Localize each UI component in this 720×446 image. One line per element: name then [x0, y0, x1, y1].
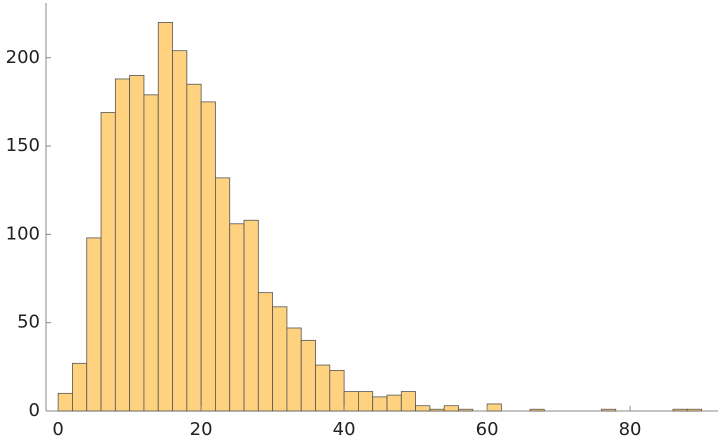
bar	[486, 403, 502, 412]
bar	[257, 292, 274, 412]
bar	[529, 408, 545, 412]
bar	[129, 75, 145, 412]
y-tick-label: 50	[17, 312, 40, 333]
x-tick-label: 60	[476, 419, 499, 440]
bar	[86, 237, 102, 412]
bar	[315, 364, 331, 412]
x-tick-label: 20	[190, 419, 213, 440]
y-tick-label: 200	[6, 47, 40, 68]
bar	[686, 408, 702, 412]
bar	[429, 408, 445, 412]
bar	[114, 78, 131, 412]
bar	[372, 396, 388, 412]
bar	[215, 177, 231, 412]
x-tick-label: 40	[333, 419, 356, 440]
y-tick-label: 100	[6, 223, 40, 244]
x-tick-label: 80	[619, 419, 642, 440]
bar	[386, 394, 402, 412]
bar	[100, 112, 116, 412]
bar	[57, 392, 73, 412]
bar	[72, 362, 88, 412]
y-tick-label: 0	[29, 400, 40, 421]
bar	[243, 219, 259, 412]
bar	[143, 94, 159, 412]
bar	[443, 405, 459, 412]
y-tick-label: 150	[6, 135, 40, 156]
bar	[272, 306, 288, 412]
bar	[415, 405, 431, 412]
bar	[458, 408, 474, 412]
bar	[329, 369, 345, 412]
bar	[186, 83, 202, 412]
bar	[157, 22, 173, 412]
bar	[672, 408, 688, 412]
bar	[601, 408, 617, 412]
bar	[400, 391, 416, 412]
bar	[300, 339, 316, 412]
bar	[358, 391, 374, 412]
bar	[343, 391, 359, 412]
bar	[229, 223, 245, 412]
bar	[172, 50, 188, 412]
bar	[286, 327, 302, 412]
x-tick-label: 0	[52, 419, 63, 440]
bar	[200, 101, 216, 412]
